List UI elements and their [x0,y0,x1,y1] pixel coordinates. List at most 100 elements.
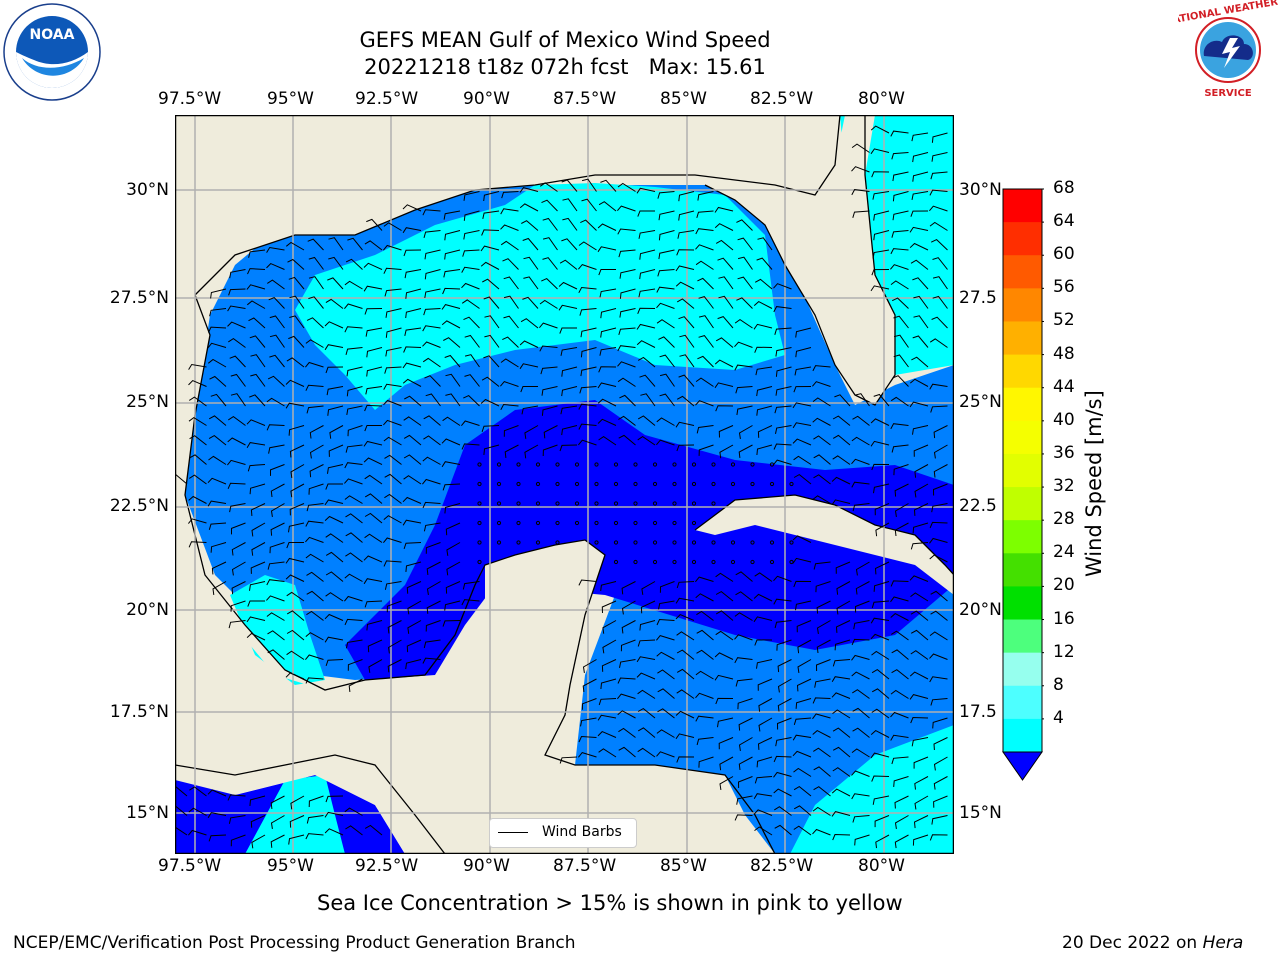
wind-barb [736,219,753,231]
lon-label-top: 97.5°W [158,89,222,109]
wind-barb [383,399,402,407]
calm-wind-marker [496,520,502,526]
wind-barb [229,503,246,513]
wind-barb [483,191,500,202]
wind-barb [368,659,383,673]
calm-wind-marker [613,559,619,565]
colorbar-under-arrow [1002,751,1043,781]
wind-barb [578,286,597,294]
wind-barb [930,405,948,413]
wind-barb [266,263,285,270]
wind-barb [659,373,675,387]
wind-barb [870,617,890,624]
wind-barb [405,561,422,572]
wind-barb [522,237,539,251]
wind-barb [675,614,695,621]
wind-barb [464,334,480,348]
wind-barb [658,210,675,221]
wind-barb [872,191,890,200]
wind-barb [345,552,363,563]
wind-barb [209,375,227,387]
wind-barb [834,639,851,651]
wind-barb [890,612,909,621]
wind-barb [875,834,890,849]
lat-label-left: 25°N [126,392,169,412]
lat-label-right: 25°N [959,392,1002,412]
wind-barb [813,786,831,797]
wind-barb [228,415,246,426]
wind-barb [793,805,812,816]
wind-barb [325,592,344,602]
wind-barb [754,572,773,582]
wind-barb [617,182,636,192]
caribbean-cyan [790,725,954,854]
wind-barb [188,380,207,387]
wind-barb [578,579,597,586]
wind-barb [175,826,188,836]
wind-barb [777,659,792,673]
wind-barb [325,483,343,490]
wind-barb [561,238,578,251]
wind-barb [773,443,792,450]
wind-barb [871,269,890,276]
wind-barb [443,337,461,348]
wind-barb [851,654,870,661]
wind-barb [929,554,948,563]
wind-barb [698,315,714,329]
wind-barb [385,308,402,318]
wind-barb [229,355,246,368]
calm-wind-marker [535,540,541,545]
wind-barb [207,342,227,349]
wind-barb [188,541,207,548]
wind-barb [619,659,636,668]
wind-barb [715,630,734,641]
wind-barb [289,295,305,309]
wind-barb [500,224,519,231]
lon-label-bottom: 82.5°W [750,856,814,876]
wind-barb [422,456,441,465]
wind-barb [695,377,714,387]
wind-barb [893,464,909,476]
wind-barb [266,612,285,621]
wind-barb [561,425,578,436]
calm-wind-marker [652,559,658,565]
wind-barb [793,386,812,393]
wind-barb [600,308,617,319]
calm-wind-marker [730,540,736,545]
wind-barb [933,464,948,478]
wind-barb [617,345,636,352]
wind-barb [696,629,714,641]
wind-barbs-legend: Wind Barbs [489,818,637,848]
yucatan-land [425,540,605,765]
wind-barb [851,770,870,777]
wind-barb [890,596,909,603]
wind-barb [698,335,714,348]
wind-barb [383,222,402,231]
wind-barb [288,335,305,348]
wind-barb [678,210,695,221]
wind-barb [562,217,578,231]
wind-barb [441,304,461,310]
wind-barb [598,748,617,758]
wind-barb [738,756,753,771]
calm-wind-marker [516,462,521,467]
wind-barb [893,776,909,787]
wind-barb [598,201,617,212]
wind-barb [892,191,909,202]
wind-barb [912,171,929,182]
wind-barb [600,678,617,690]
wind-barb [325,659,344,667]
wind-barb [793,785,812,797]
calm-wind-marker [535,462,541,467]
wind-barb [931,316,948,329]
wind-barb [870,729,890,738]
wind-barb [267,279,285,290]
wind-barb [871,708,890,719]
wind-barb [208,834,227,842]
wind-barb [426,561,441,575]
wind-barb [776,639,792,651]
wind-barb [756,444,773,456]
wind-barb [639,249,656,260]
colorbar-tick-label: 8 [1053,674,1064,695]
wind-barb [890,130,909,137]
